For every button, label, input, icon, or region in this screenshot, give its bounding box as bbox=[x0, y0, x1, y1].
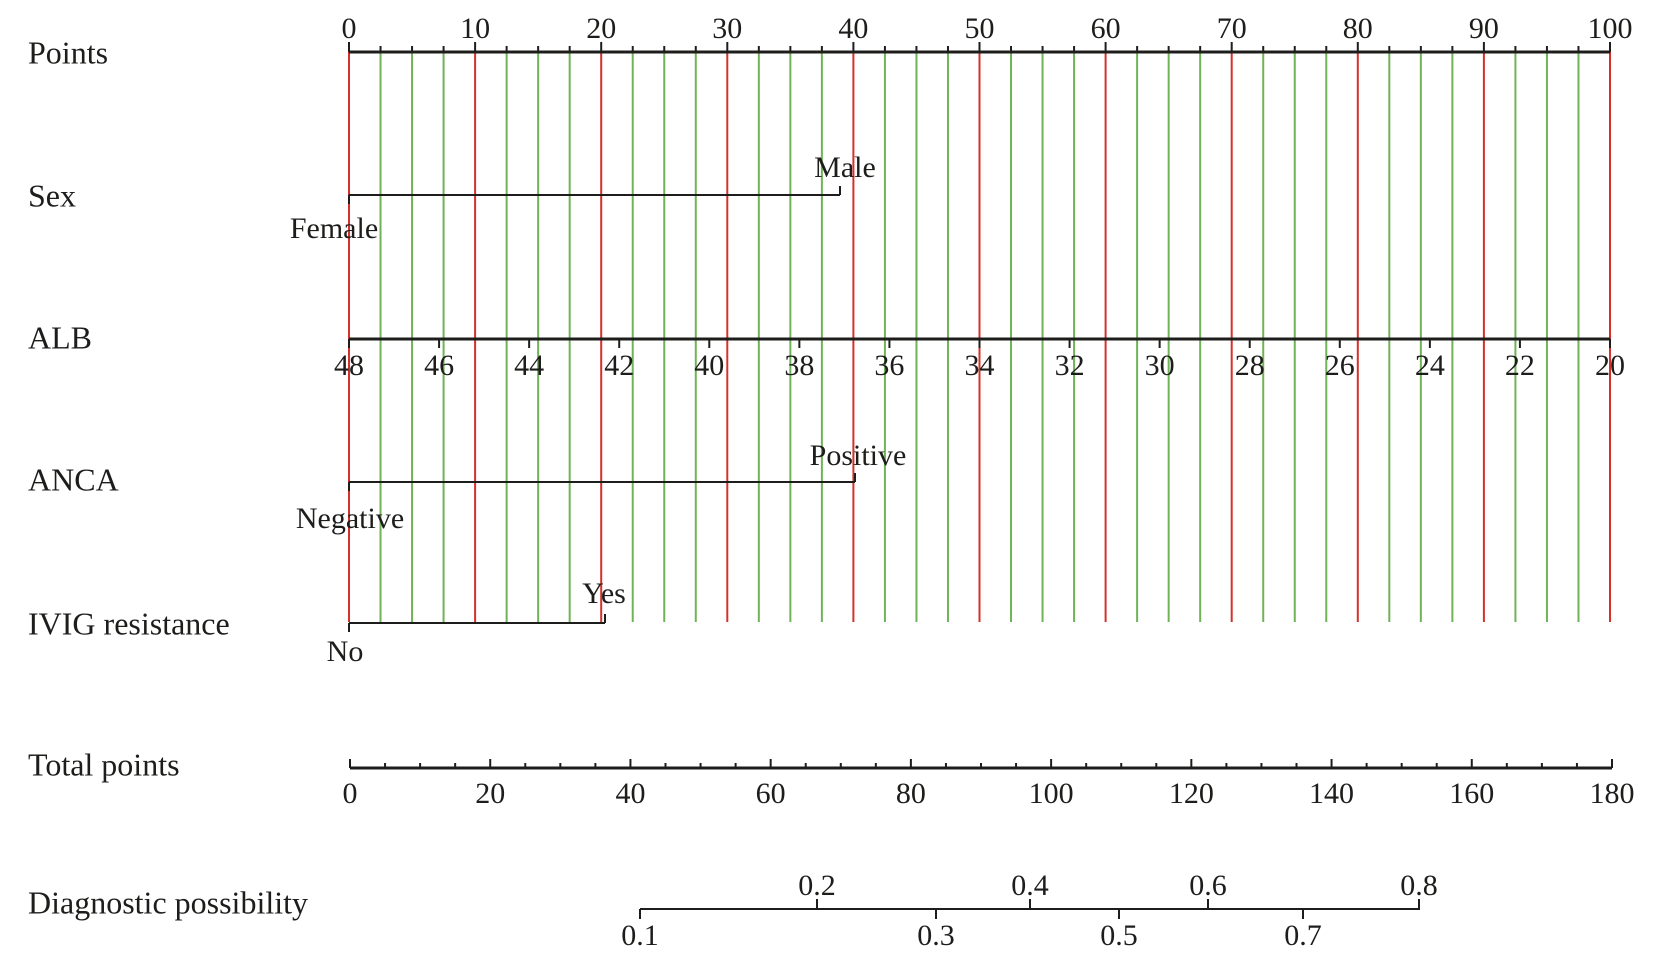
tick-label-alb: 46 bbox=[424, 349, 454, 382]
tick-label-total: 60 bbox=[756, 777, 786, 810]
tick-label-alb: 20 bbox=[1595, 349, 1625, 382]
tick-label-points: 60 bbox=[1091, 12, 1121, 45]
tick-label-total: 20 bbox=[475, 777, 505, 810]
category-label-no: No bbox=[327, 635, 364, 668]
tick-label-points: 0 bbox=[342, 12, 357, 45]
category-label-positive: Positive bbox=[810, 439, 907, 472]
row-label-alb: ALB bbox=[28, 319, 92, 355]
tick-label-total: 80 bbox=[896, 777, 926, 810]
prob-tick-label-diag: 0.8 bbox=[1400, 869, 1438, 902]
tick-label-points: 40 bbox=[838, 12, 868, 45]
row-label-anca: ANCA bbox=[28, 461, 119, 497]
prob-tick-label-diag: 0.4 bbox=[1011, 869, 1049, 902]
tick-label-alb: 32 bbox=[1055, 349, 1085, 382]
tick-label-points: 70 bbox=[1217, 12, 1247, 45]
tick-label-points: 50 bbox=[965, 12, 995, 45]
row-label-diag: Diagnostic possibility bbox=[28, 884, 308, 920]
tick-label-total: 40 bbox=[615, 777, 645, 810]
tick-label-points: 80 bbox=[1343, 12, 1373, 45]
tick-label-alb: 40 bbox=[694, 349, 724, 382]
tick-label-total: 100 bbox=[1029, 777, 1074, 810]
prob-tick-label-diag: 0.3 bbox=[917, 919, 955, 952]
tick-label-points: 100 bbox=[1588, 12, 1633, 45]
prob-tick-label-diag: 0.2 bbox=[798, 869, 836, 902]
tick-label-total: 0 bbox=[343, 777, 358, 810]
row-label-total: Total points bbox=[28, 746, 180, 782]
row-label-points: Points bbox=[28, 34, 108, 70]
tick-label-alb: 26 bbox=[1325, 349, 1355, 382]
row-label-ivig: IVIG resistance bbox=[28, 605, 230, 641]
tick-label-points: 30 bbox=[712, 12, 742, 45]
tick-label-alb: 34 bbox=[965, 349, 995, 382]
tick-label-total: 180 bbox=[1590, 777, 1635, 810]
tick-label-alb: 36 bbox=[874, 349, 904, 382]
tick-label-alb: 28 bbox=[1235, 349, 1265, 382]
tick-label-alb: 24 bbox=[1415, 349, 1445, 382]
category-label-negative: Negative bbox=[296, 502, 404, 535]
tick-label-total: 160 bbox=[1449, 777, 1494, 810]
row-label-sex: Sex bbox=[28, 177, 76, 213]
category-label-yes: Yes bbox=[582, 577, 626, 610]
tick-label-alb: 22 bbox=[1505, 349, 1535, 382]
tick-label-alb: 30 bbox=[1145, 349, 1175, 382]
prob-tick-label-diag: 0.5 bbox=[1100, 919, 1138, 952]
tick-label-alb: 42 bbox=[604, 349, 634, 382]
tick-label-points: 10 bbox=[460, 12, 490, 45]
tick-label-points: 20 bbox=[586, 12, 616, 45]
tick-label-points: 90 bbox=[1469, 12, 1499, 45]
tick-label-total: 120 bbox=[1169, 777, 1214, 810]
tick-label-alb: 44 bbox=[514, 349, 544, 382]
tick-label-total: 140 bbox=[1309, 777, 1354, 810]
prob-tick-label-diag: 0.6 bbox=[1189, 869, 1227, 902]
category-label-female: Female bbox=[290, 212, 378, 245]
tick-label-alb: 48 bbox=[334, 349, 364, 382]
prob-tick-label-diag: 0.1 bbox=[621, 919, 659, 952]
category-label-male: Male bbox=[814, 151, 876, 184]
prob-tick-label-diag: 0.7 bbox=[1284, 919, 1322, 952]
tick-label-alb: 38 bbox=[784, 349, 814, 382]
